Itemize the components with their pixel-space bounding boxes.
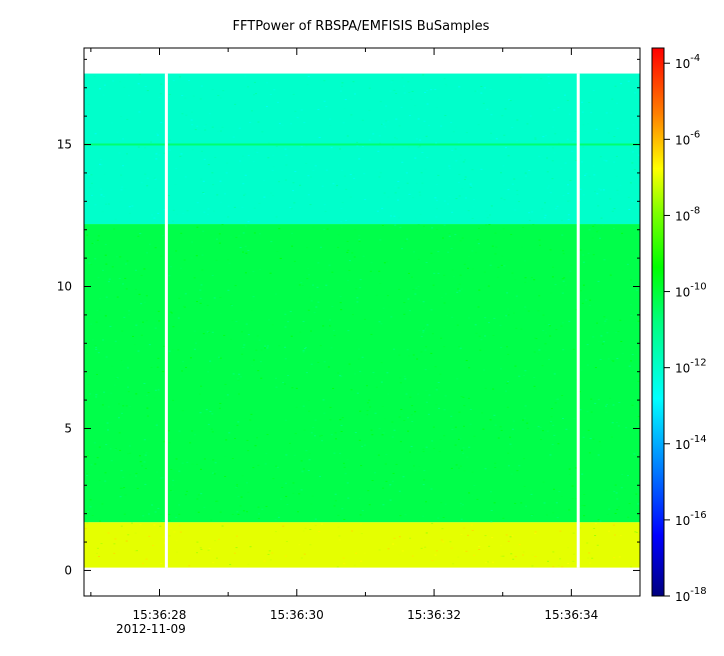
colorbar-tick-label: 10-16 — [675, 510, 707, 528]
chart-title: FFTPower of RBSPA/EMFISIS BuSamples — [233, 19, 490, 34]
y-axis: 0 5 10 15 — [57, 58, 640, 577]
heatmap-layer — [84, 73, 640, 568]
x-tick-label: 15:36:30 — [270, 608, 324, 622]
y-tick-label: 5 — [64, 421, 72, 435]
plot-area-border — [83, 47, 641, 597]
colorbar-tick-label: 10-4 — [675, 53, 700, 71]
x-axis: 15:36:28 15:36:30 15:36:32 15:36:34 — [90, 48, 641, 622]
x-tick-label: 15:36:32 — [407, 608, 461, 622]
colorbar-tick-label: 10-6 — [675, 129, 700, 147]
data-gap — [164, 73, 168, 568]
heatmap-band — [84, 224, 640, 523]
x-tick-label: 15:36:34 — [544, 608, 598, 622]
colorbar — [651, 47, 665, 597]
heatmap-band — [84, 73, 640, 225]
colorbar-tick-label: 10-18 — [675, 586, 707, 604]
y-tick-label: 15 — [57, 138, 72, 152]
y-tick-label: 0 — [64, 563, 72, 577]
x-axis-date-label: 2012-11-09 — [116, 622, 186, 636]
colorbar-tick-label: 10-10 — [675, 282, 707, 300]
colorbar-tick-label: 10-14 — [675, 434, 707, 452]
x-tick-label: 15:36:28 — [133, 608, 187, 622]
y-tick-label: 10 — [57, 280, 72, 294]
colorbar-ticks: 10-4 10-6 10-8 10-10 10-12 10-14 10-16 10-18 — [664, 53, 707, 604]
colorbar-tick-label: 10-12 — [675, 358, 707, 376]
data-gap — [576, 73, 580, 568]
colorbar-tick-label: 10-8 — [675, 205, 700, 223]
heatmap-band — [84, 522, 640, 568]
